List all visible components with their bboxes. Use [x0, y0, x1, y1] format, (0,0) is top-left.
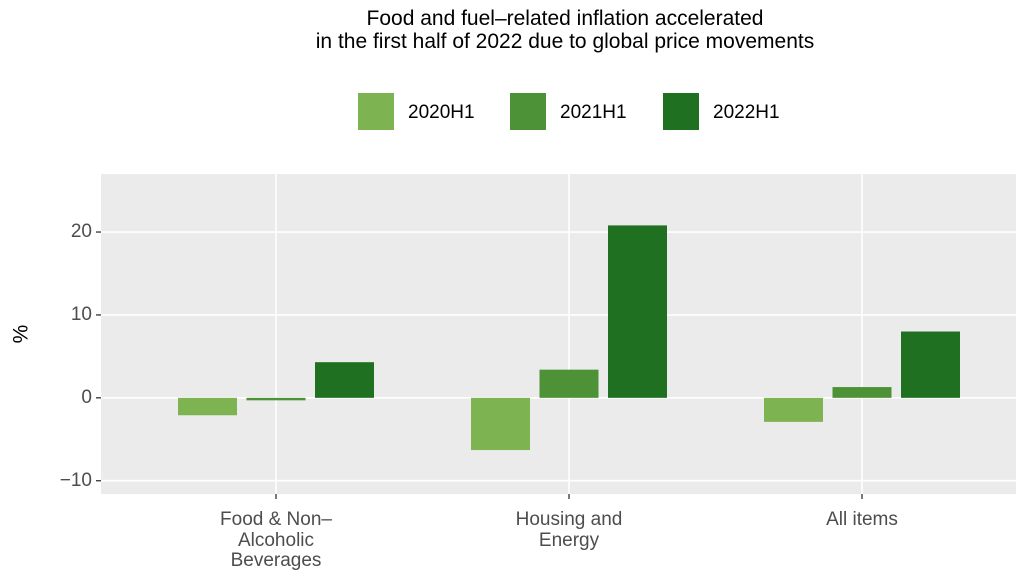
y-tick-label: −10 — [60, 470, 92, 491]
legend-key — [663, 93, 699, 130]
bar — [539, 369, 599, 398]
legend-label: 2021H1 — [560, 102, 627, 123]
x-tick-label: All items — [826, 509, 898, 530]
bar — [832, 387, 892, 398]
bar — [764, 397, 823, 422]
bar — [246, 397, 306, 401]
y-tick-label: 10 — [71, 304, 92, 325]
x-tick-label: Food & Non– Alcoholic Beverages — [220, 509, 332, 572]
panel — [101, 174, 1016, 494]
chart-title: Food and fuel–related inflation accelera… — [315, 7, 815, 53]
legend-label: 2022H1 — [713, 102, 780, 123]
y-tick-label: 0 — [81, 387, 92, 408]
legend-key — [358, 93, 394, 130]
bar — [178, 397, 237, 416]
legend-label: 2020H1 — [408, 102, 475, 123]
bar — [901, 331, 960, 398]
legend-key — [510, 93, 546, 130]
bar — [471, 397, 530, 451]
x-tick-label: Housing and Energy — [515, 509, 623, 551]
y-axis-title: % — [10, 325, 33, 344]
y-tick-label: 20 — [71, 221, 92, 242]
bar — [608, 225, 667, 398]
bar — [315, 362, 374, 398]
